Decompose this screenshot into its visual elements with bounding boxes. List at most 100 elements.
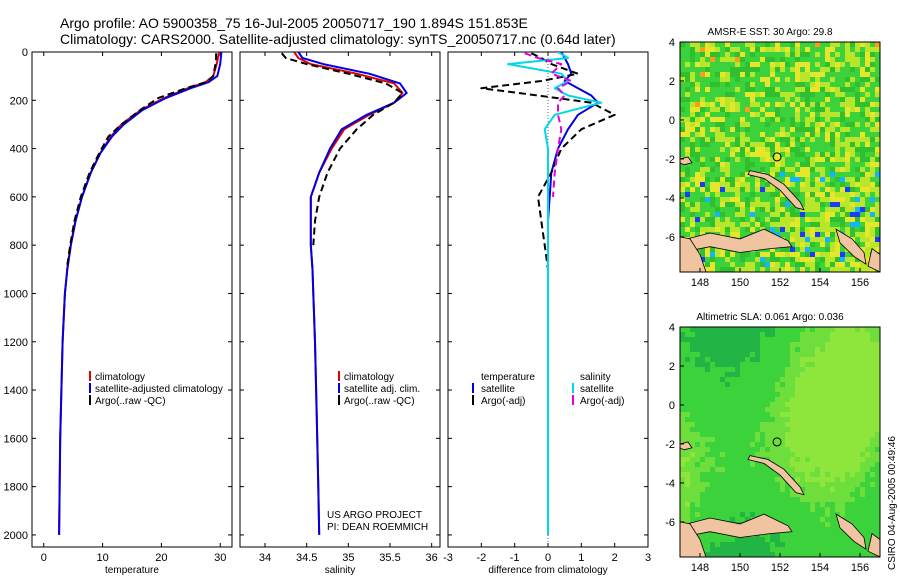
figure-title-line1: Argo profile: AO 5900358_75 16-Jul-2005 … bbox=[60, 15, 528, 31]
legend-swatch-sal-argo bbox=[572, 395, 574, 405]
y-tick-label: 1000 bbox=[4, 288, 28, 300]
y-tick-label: 800 bbox=[10, 240, 28, 252]
y-tick-label: -6 bbox=[665, 517, 675, 529]
x-tick-label: 3 bbox=[645, 552, 651, 564]
legend-label: climatology bbox=[344, 372, 394, 383]
series-line-satellite-adjusted-climatology bbox=[58, 52, 223, 535]
x-tick-label: -3 bbox=[443, 552, 453, 564]
y-tick-label: 600 bbox=[10, 192, 28, 204]
x-tick-label: 20 bbox=[155, 552, 167, 564]
salinity-plot-frame bbox=[239, 51, 441, 548]
x-tick-label: 152 bbox=[771, 277, 789, 289]
x-tick-label: 148 bbox=[691, 277, 709, 289]
y-tick-label: -2 bbox=[665, 439, 675, 451]
x-tick-label: 2 bbox=[612, 552, 618, 564]
y-tick-label: 1600 bbox=[4, 433, 28, 445]
y-tick-label: 4 bbox=[669, 322, 675, 334]
sla_map-field bbox=[680, 327, 880, 557]
legend-swatch-sal-satellite bbox=[572, 383, 574, 393]
difference-legend: temperature satellite Argo(-adj) salinit… bbox=[472, 372, 624, 407]
x-tick-label: 152 bbox=[771, 562, 789, 574]
legend-swatch-satellite bbox=[89, 383, 91, 393]
x-tick-label: -2 bbox=[476, 552, 486, 564]
x-axis-label: salinity bbox=[325, 565, 356, 576]
difference-panel: -3 -2 -1 0 1 2 3 difference from climatology bbox=[443, 51, 651, 576]
y-tick-label: 2000 bbox=[4, 530, 28, 542]
legend-label: Argo(-adj) bbox=[580, 396, 624, 407]
temperature-panel: 0 200 400 600 800 1000 1200 1400 1600 1800 2000 0 10… bbox=[4, 47, 233, 576]
x-tick-label: 150 bbox=[731, 562, 749, 574]
x-tick-label: 154 bbox=[811, 277, 829, 289]
y-tick-label: -2 bbox=[665, 154, 675, 166]
land-mass bbox=[747, 170, 805, 211]
x-tick-label: -1 bbox=[510, 552, 520, 564]
land-mass bbox=[680, 521, 707, 557]
x-tick-label: 10 bbox=[96, 552, 108, 564]
land-mass bbox=[680, 236, 707, 272]
figure-title-line2: Climatology: CARS2000. Satellite-adjuste… bbox=[60, 31, 616, 47]
sst-map-title: AMSR-E SST: 30 Argo: 29.8 bbox=[707, 27, 832, 38]
temperature-plot-frame bbox=[31, 51, 233, 548]
legend-swatch-temp-argo bbox=[472, 395, 474, 405]
y-tick-label: 4 bbox=[669, 37, 675, 49]
y-tick-label: 200 bbox=[10, 95, 28, 107]
land-mass bbox=[680, 228, 793, 253]
series-line-temperature-argo-adj- bbox=[480, 52, 616, 270]
series-line-salinity-satellite bbox=[507, 52, 603, 535]
y-tick-label: -4 bbox=[665, 193, 675, 205]
legend-label: Argo(..raw -QC) bbox=[95, 396, 166, 407]
argo-float-marker bbox=[772, 437, 782, 447]
y-tick-label: 0 bbox=[669, 115, 675, 127]
x-tick-label: 34 bbox=[259, 552, 271, 564]
series-line-salinity-argo-adj- bbox=[524, 52, 573, 197]
legend-label: satellite-adjusted climatology bbox=[95, 384, 223, 395]
land-mass bbox=[867, 247, 880, 272]
timestamp-stamp: CSIRO 04-Aug-2005 00:49:46 bbox=[887, 436, 898, 570]
y-tick-label: -6 bbox=[665, 232, 675, 244]
argo-float-marker bbox=[772, 152, 782, 162]
legend-swatch-satellite bbox=[338, 383, 340, 393]
temperature-legend: climatology satellite-adjusted climatolo… bbox=[89, 371, 223, 407]
legend-label: satellite bbox=[580, 384, 614, 395]
legend-swatch-argo bbox=[338, 395, 340, 405]
salinity-legend: climatology satellite adj. clim. Argo(..… bbox=[338, 371, 420, 407]
legend-label: climatology bbox=[95, 372, 145, 383]
y-tick-label: 1200 bbox=[4, 337, 28, 349]
legend-swatch-climatology bbox=[89, 371, 91, 381]
sla-map-title: Altimetric SLA: 0.061 Argo: 0.036 bbox=[696, 312, 844, 323]
land-mass bbox=[680, 513, 793, 538]
land-mass bbox=[867, 532, 880, 557]
y-tick-label: 1400 bbox=[4, 385, 28, 397]
salinity-panel: 34 34.5 35 35.5 36 salinity bbox=[239, 51, 441, 576]
x-tick-label: 0 bbox=[545, 552, 551, 564]
x-axis-label: difference from climatology bbox=[488, 565, 607, 576]
sla-map-panel: -6 -4 -2 0 2 4 148 150 152 154 156 bbox=[665, 322, 881, 574]
x-axis-label: temperature bbox=[105, 565, 159, 576]
x-tick-label: 35 bbox=[342, 552, 354, 564]
legend-label: salinity bbox=[580, 372, 611, 383]
y-tick-label: 2 bbox=[669, 76, 675, 88]
sst_map-field bbox=[680, 42, 880, 272]
legend-label: temperature bbox=[481, 372, 535, 383]
y-tick-label: 0 bbox=[22, 47, 28, 59]
legend-label: satellite adj. clim. bbox=[344, 384, 420, 395]
x-tick-label: 150 bbox=[731, 277, 749, 289]
x-tick-label: 0 bbox=[41, 552, 47, 564]
y-tick-label: 400 bbox=[10, 144, 28, 156]
series-line-argo-raw-qc- bbox=[65, 53, 218, 270]
x-tick-label: 156 bbox=[851, 277, 869, 289]
land-mass bbox=[747, 455, 805, 496]
x-tick-label: 148 bbox=[691, 562, 709, 574]
land-mass bbox=[835, 513, 867, 551]
land-mass bbox=[835, 228, 867, 266]
x-tick-label: 34.5 bbox=[296, 552, 317, 564]
series-line-satellite-adj-clim- bbox=[297, 52, 408, 535]
legend-label: satellite bbox=[481, 384, 515, 395]
legend-swatch-climatology bbox=[338, 371, 340, 381]
x-tick-label: 36 bbox=[426, 552, 438, 564]
y-tick-label: 1800 bbox=[4, 482, 28, 494]
sst-map-panel: -6 -4 -2 0 2 4 148 150 152 154 156 bbox=[665, 37, 881, 289]
y-tick-label: 0 bbox=[669, 400, 675, 412]
y-tick-label: -4 bbox=[665, 478, 675, 490]
pi-label: PI: DEAN ROEMMICH bbox=[327, 522, 428, 533]
